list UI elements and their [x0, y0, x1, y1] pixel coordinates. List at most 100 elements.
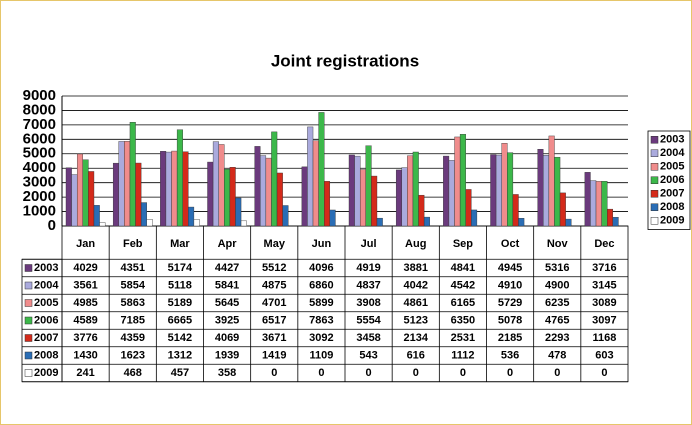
bar [118, 141, 125, 227]
y-tick-label: 1000 [23, 203, 56, 220]
table-cell: 4701 [262, 297, 286, 309]
bar [559, 192, 566, 227]
table-cell: 2134 [404, 332, 429, 344]
legend-label: 2003 [660, 134, 684, 146]
table-cell: 2531 [451, 332, 475, 344]
table-cell: 4351 [121, 262, 145, 274]
table-cell: 4837 [356, 279, 380, 291]
bar [82, 159, 89, 227]
table-cell: 5554 [356, 314, 381, 326]
bar [99, 222, 106, 227]
bar [401, 167, 408, 227]
table-row-label: 2006 [34, 314, 58, 326]
x-tick-label: Sep [453, 238, 473, 250]
bar [276, 172, 283, 227]
bar [448, 160, 455, 227]
table-cell: 3776 [73, 332, 97, 344]
table-cell: 4910 [498, 279, 522, 291]
x-tick-label: Nov [547, 238, 569, 250]
bar [412, 151, 419, 227]
x-tick-label: Mar [170, 238, 190, 250]
table-cell: 2185 [498, 332, 522, 344]
x-tick-label: Jul [361, 238, 377, 250]
y-tick-label: 4000 [23, 159, 56, 176]
x-tick-label: Dec [594, 238, 614, 250]
x-tick-label: Apr [218, 238, 238, 250]
table-cell: 7863 [309, 314, 333, 326]
legend-key [650, 176, 659, 184]
legend-label: 2008 [660, 201, 684, 213]
bar [254, 146, 261, 227]
legend-key [650, 149, 659, 157]
table-cell: 468 [124, 367, 142, 379]
bar [260, 155, 267, 227]
table-cell: 0 [366, 367, 372, 379]
table-cell: 536 [501, 349, 519, 361]
bar [490, 154, 497, 227]
table-cell: 5189 [168, 297, 192, 309]
y-tick-label: 3000 [23, 174, 56, 191]
legend-label: 2007 [660, 188, 684, 200]
table-cell: 0 [318, 367, 324, 379]
bar [212, 141, 219, 227]
table-cell: 6517 [262, 314, 286, 326]
bar [265, 157, 272, 227]
table-cell: 0 [507, 367, 513, 379]
bar [76, 153, 83, 227]
bar [318, 112, 325, 227]
legend-key [650, 190, 659, 198]
legend-key [650, 163, 659, 171]
x-tick-label: Feb [123, 238, 143, 250]
y-tick-label: 5000 [23, 145, 56, 162]
bar [182, 151, 189, 227]
bar [443, 155, 450, 227]
legend-label: 2009 [660, 215, 684, 227]
bar [548, 135, 555, 227]
bar [459, 134, 466, 227]
table-row-label: 2009 [34, 367, 58, 379]
table-row-label: 2005 [34, 297, 58, 309]
x-tick-label: Oct [501, 238, 520, 250]
bar [371, 175, 378, 227]
legend-key [650, 217, 659, 225]
table-cell: 478 [548, 349, 566, 361]
table-cell: 5863 [121, 297, 145, 309]
x-tick-label: Jun [312, 238, 332, 250]
bar [193, 219, 200, 227]
bar [407, 155, 414, 227]
bar [135, 162, 142, 227]
bar [129, 122, 136, 227]
bar [140, 202, 147, 227]
bar [312, 140, 319, 227]
y-tick-label: 9000 [23, 87, 56, 104]
bar [584, 172, 591, 227]
table-legend-key [24, 334, 33, 342]
table-cell: 543 [359, 349, 377, 361]
bar [324, 181, 331, 227]
table-cell: 358 [218, 367, 236, 379]
bar [595, 181, 602, 227]
bar [537, 149, 544, 227]
table-cell: 4945 [498, 262, 522, 274]
table-cell: 0 [413, 367, 419, 379]
x-tick-label: Aug [405, 238, 426, 250]
table-cell: 6665 [168, 314, 192, 326]
table-cell: 5854 [121, 279, 146, 291]
table-cell: 1109 [309, 349, 333, 361]
table-cell: 616 [407, 349, 425, 361]
table-cell: 0 [271, 367, 277, 379]
table-legend-key [24, 316, 33, 325]
table-cell: 4359 [121, 332, 145, 344]
y-tick-label: 7000 [23, 116, 56, 133]
table-cell: 1168 [592, 332, 616, 344]
table-cell: 3092 [309, 332, 333, 344]
table-legend-key [24, 281, 33, 290]
bar [423, 216, 430, 227]
bar [165, 151, 172, 227]
bar [329, 209, 336, 227]
table-cell: 1112 [451, 349, 474, 361]
table-cell: 5123 [404, 314, 428, 326]
table-cell: 7185 [121, 314, 145, 326]
table-cell: 6235 [545, 297, 569, 309]
table-cell: 0 [554, 367, 560, 379]
